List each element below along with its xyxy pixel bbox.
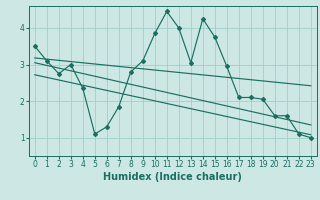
- X-axis label: Humidex (Indice chaleur): Humidex (Indice chaleur): [103, 172, 242, 182]
